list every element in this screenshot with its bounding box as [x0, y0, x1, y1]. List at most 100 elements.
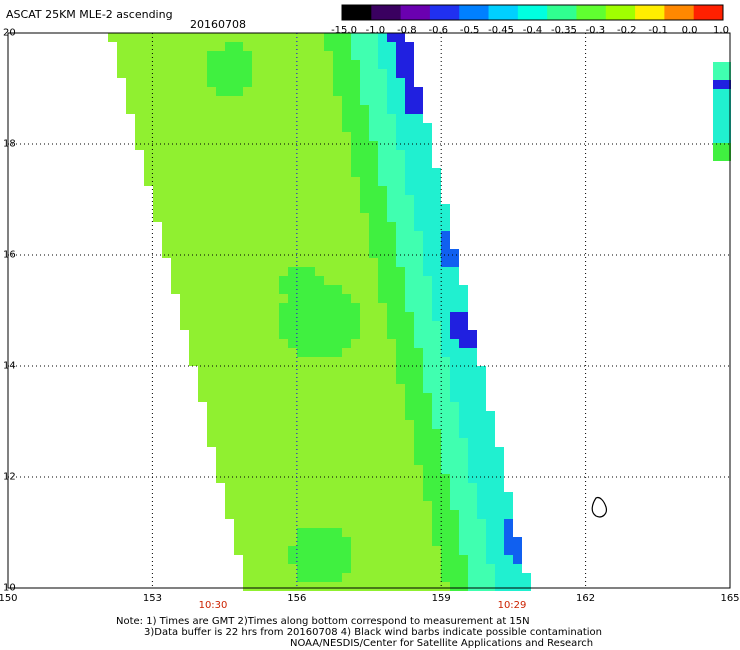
swath-cell — [369, 78, 378, 87]
swath-cell — [306, 60, 315, 69]
swath-cell — [288, 51, 297, 60]
swath-cell — [396, 42, 405, 51]
swath-cell — [288, 294, 297, 303]
swath-cell — [279, 312, 288, 321]
swath-cell — [279, 582, 288, 591]
swath-cell — [450, 312, 459, 321]
swath-cell — [360, 141, 369, 150]
swath-cell — [252, 456, 261, 465]
swath-cell — [225, 249, 234, 258]
swath-cell — [360, 177, 369, 186]
swath-cell — [189, 105, 198, 114]
swath-cell — [378, 438, 387, 447]
swath-cell — [495, 519, 504, 528]
swath-cell — [396, 105, 405, 114]
swath-cell — [360, 132, 369, 141]
swath-cell — [270, 42, 279, 51]
swath-cell — [270, 105, 279, 114]
swath-cell — [306, 240, 315, 249]
swath-cell — [162, 123, 171, 132]
swath-cell — [243, 303, 252, 312]
swath-cell — [279, 555, 288, 564]
swath-cell — [279, 240, 288, 249]
swath-cell — [396, 519, 405, 528]
swath-cell — [405, 132, 414, 141]
swath-cell — [486, 447, 495, 456]
swath-cell — [189, 249, 198, 258]
swath-cell — [315, 240, 324, 249]
swath-cell — [315, 87, 324, 96]
swath-cell — [342, 168, 351, 177]
swath-cell — [423, 285, 432, 294]
swath-cell — [414, 339, 423, 348]
swath-cell — [423, 447, 432, 456]
swath-cell — [243, 321, 252, 330]
swath-cell — [360, 564, 369, 573]
swath-cell — [225, 402, 234, 411]
swath-cell — [405, 312, 414, 321]
swath-cell — [315, 519, 324, 528]
swath-cell — [324, 294, 333, 303]
swath-cell — [342, 456, 351, 465]
swath-cell — [405, 42, 414, 51]
swath-cell — [207, 114, 216, 123]
swath-cell — [144, 114, 153, 123]
swath-cell — [378, 492, 387, 501]
swath-cell — [243, 447, 252, 456]
swath-cell — [378, 294, 387, 303]
swath-cell — [243, 141, 252, 150]
swath-cell — [306, 546, 315, 555]
swath-cell — [387, 465, 396, 474]
swath-cell — [216, 285, 225, 294]
swath-cell — [351, 375, 360, 384]
swath-cell — [360, 204, 369, 213]
swath-cell — [477, 582, 486, 591]
swath-cell — [189, 258, 198, 267]
swath-cell — [171, 168, 180, 177]
swath-cell — [315, 51, 324, 60]
swath-cell — [234, 483, 243, 492]
swath-cell — [225, 510, 234, 519]
swath-cell — [342, 60, 351, 69]
swath-cell — [387, 483, 396, 492]
swath-cell — [369, 213, 378, 222]
swath-cell — [459, 411, 468, 420]
swath-cell — [288, 411, 297, 420]
swath-cell — [306, 195, 315, 204]
swath-cell — [423, 303, 432, 312]
swath-cell — [513, 582, 522, 591]
swath-cell — [387, 384, 396, 393]
swath-cell — [423, 528, 432, 537]
swath-cell — [225, 456, 234, 465]
swath-cell — [189, 267, 198, 276]
swath-cell — [441, 366, 450, 375]
map-title: ASCAT 25KM MLE-2 ascending — [6, 8, 173, 21]
swath-cell — [486, 483, 495, 492]
swath-cell — [396, 528, 405, 537]
swath-cell — [351, 114, 360, 123]
swath-cell — [270, 510, 279, 519]
swath-cell — [315, 204, 324, 213]
swath-cell — [306, 141, 315, 150]
swath-cell — [387, 429, 396, 438]
swath-cell — [396, 150, 405, 159]
swath-cell — [396, 492, 405, 501]
swath-cell — [468, 366, 477, 375]
swath-cell — [180, 222, 189, 231]
swath-cell — [279, 276, 288, 285]
swath-cell — [198, 348, 207, 357]
swath-cell — [342, 357, 351, 366]
swath-cell — [171, 96, 180, 105]
swath-cell — [468, 483, 477, 492]
swath-cell — [450, 375, 459, 384]
swath-cell — [369, 375, 378, 384]
swath-cell — [360, 168, 369, 177]
swath-cell — [243, 150, 252, 159]
swath-cell — [333, 141, 342, 150]
swath-cell — [306, 483, 315, 492]
swath-cell — [342, 159, 351, 168]
swath-cell — [162, 159, 171, 168]
swath-cell — [189, 87, 198, 96]
swath-cell — [288, 537, 297, 546]
swath-cell — [198, 339, 207, 348]
